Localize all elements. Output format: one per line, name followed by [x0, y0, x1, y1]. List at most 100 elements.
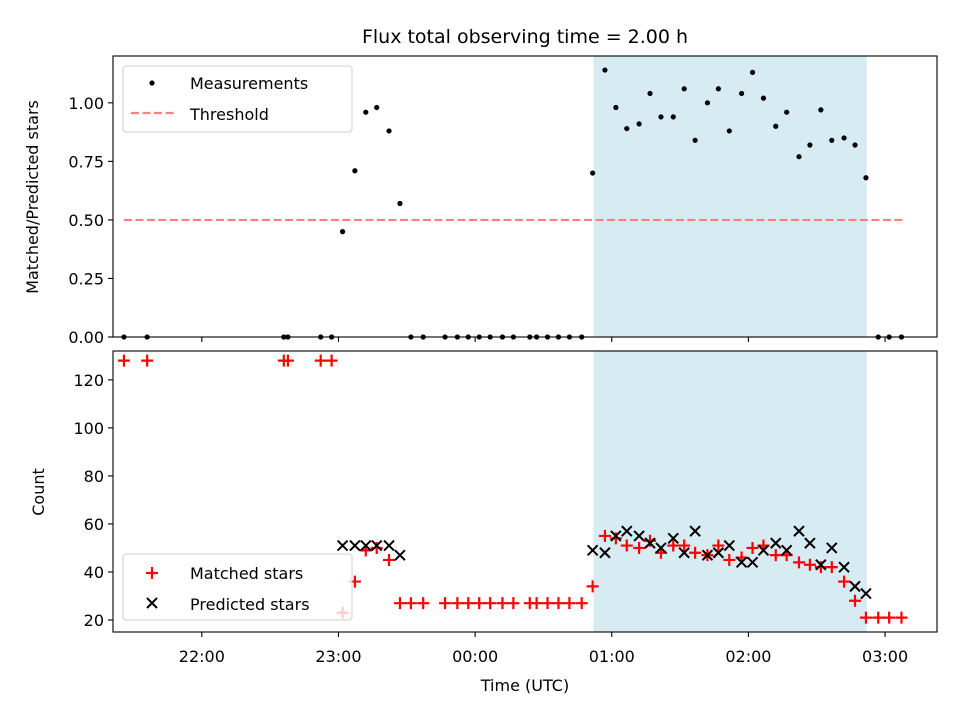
bottom-highlight-span [593, 351, 867, 632]
measurement-point [704, 100, 711, 106]
matched-star-point [484, 597, 497, 610]
top-y-tick-label: 0.00 [68, 328, 104, 347]
measurement-point [386, 128, 392, 134]
matched-star-point [552, 597, 565, 610]
bottom-panel: 20 40 60 80 100 120 22:00 23:00 00:00 01:00 02:00… [29, 350, 938, 695]
predicted-star-point [610, 530, 622, 542]
matched-star-point [746, 541, 759, 554]
matched-star-point [563, 597, 576, 610]
top-y-tick-label: 0.25 [68, 269, 104, 288]
bottom-x-ticks: 22:00 23:00 00:00 01:00 02:00 03:00 [179, 632, 908, 666]
measurement-point [852, 142, 858, 148]
x-tick-label: 00:00 [452, 647, 498, 666]
bottom-legend-box [122, 553, 353, 621]
predicted-star-point [712, 547, 725, 559]
predicted-star-point [770, 537, 782, 549]
matched-star-point [678, 539, 691, 552]
matched-star-point [883, 611, 896, 624]
x-tick-label: 23:00 [315, 647, 361, 666]
measurement-point [818, 107, 824, 113]
bottom-y-tick-label: 100 [73, 419, 104, 438]
predicted-star-point [633, 530, 645, 542]
predicted-star-point [621, 525, 633, 537]
measurement-point [715, 86, 721, 92]
matched-star-point [838, 575, 851, 588]
predicted-star-point [371, 539, 383, 552]
measurement-point [773, 123, 779, 129]
bottom-y-tick-label: 20 [84, 611, 104, 630]
bottom-y-tick-label: 40 [84, 563, 104, 582]
measurement-point [784, 109, 790, 115]
chart-title: Flux total observing time = 2.00 h [362, 26, 688, 48]
top-axes-frame [112, 55, 938, 338]
matched-star-point [667, 539, 680, 552]
predicted-star-point [804, 537, 816, 549]
top-panel: 0.00 0.25 0.50 0.75 1.00 Matched/Predicted s… [23, 55, 938, 347]
top-x-ticks [201, 337, 886, 342]
measurement-point [863, 175, 869, 181]
matched-star-point [141, 354, 154, 367]
matched-star-point [609, 532, 622, 545]
measurement-point [363, 109, 369, 115]
x-tick-label: 01:00 [589, 647, 635, 666]
matched-star-point [451, 597, 464, 610]
threshold-legend-label: Threshold [189, 105, 269, 124]
matched-star-point [586, 580, 599, 593]
matched-star-point [792, 556, 805, 569]
x-tick-label: 02:00 [725, 647, 771, 666]
measurement-point [613, 104, 619, 111]
measurement-point [681, 86, 687, 92]
matched-star-point [117, 354, 130, 367]
top-highlight-span [593, 56, 867, 337]
bottom-y-axis-label: Count [29, 468, 48, 516]
x-axis-label: Time (UTC) [480, 676, 569, 695]
matched-stars-legend-marker [146, 567, 158, 579]
matched-star-point [723, 553, 736, 566]
matched-star-point [496, 597, 509, 610]
predicted-star-point [689, 525, 701, 537]
top-legend-box [122, 65, 353, 133]
top-y-tick-label: 0.75 [68, 152, 104, 171]
matched-star-point [598, 529, 611, 542]
top-y-ticks: 0.00 0.25 0.50 0.75 1.00 [68, 94, 113, 347]
matched-star-point [849, 594, 862, 607]
matched-star-point [895, 611, 908, 624]
predicted-star-point [336, 539, 349, 552]
predicted-star-point [735, 556, 748, 569]
matched-star-point [325, 354, 338, 367]
measurement-point [624, 125, 630, 132]
predicted-star-point [599, 547, 611, 559]
measurement-point [670, 114, 676, 120]
x-tick-label: 22:00 [179, 647, 225, 666]
predicted-star-point [746, 556, 759, 569]
matched-star-point [633, 541, 646, 554]
matched-star-point [825, 561, 838, 574]
matched-star-point [393, 597, 406, 610]
measurement-points [121, 67, 905, 340]
measurement-point [658, 114, 664, 120]
predicted-star-point [349, 539, 361, 552]
measurement-point [829, 137, 835, 143]
matched-star-point [814, 561, 827, 574]
predicted-star-point [849, 580, 861, 593]
predicted-star-point [826, 542, 838, 554]
measurements-legend-label: Measurements [190, 74, 308, 93]
measurement-point [647, 90, 653, 97]
matched-star-point [712, 539, 725, 552]
measurement-point [749, 69, 756, 75]
predicted-star-point [678, 547, 690, 559]
predicted-star-point [667, 532, 679, 545]
measurement-point [397, 200, 403, 207]
measurement-point [726, 128, 732, 134]
matched-star-point [644, 534, 657, 547]
measurement-point [760, 95, 767, 101]
measurement-point [636, 121, 642, 127]
predicted-star-point [723, 539, 735, 552]
matched-star-point [417, 597, 430, 610]
predicted-star-point [586, 544, 599, 557]
matched-star-point [383, 553, 396, 566]
matched-star-point [281, 354, 294, 367]
predicted-star-point [383, 539, 395, 552]
measurement-point [807, 142, 813, 148]
